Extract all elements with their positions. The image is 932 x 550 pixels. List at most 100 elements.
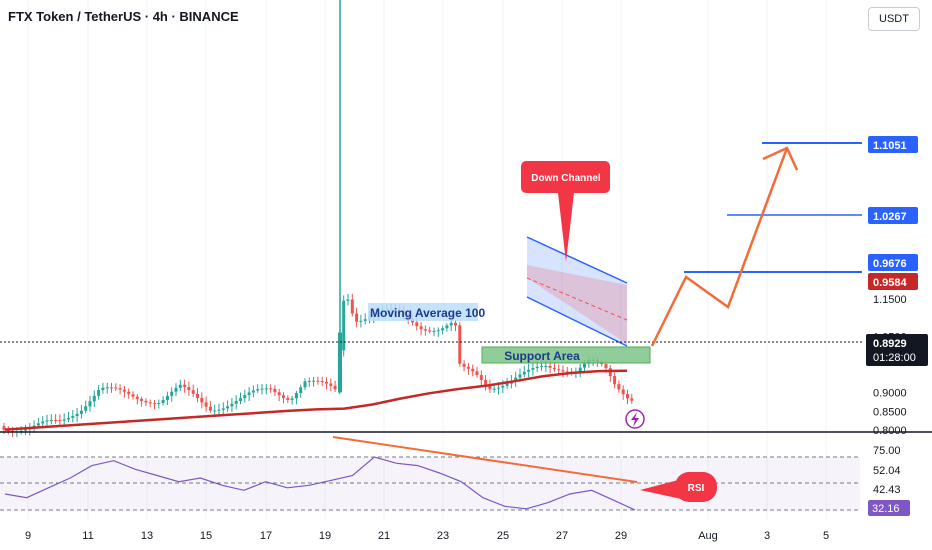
down-channel-callout: Down Channel (521, 161, 610, 262)
candle-body (548, 366, 552, 368)
candle-body (475, 371, 479, 376)
time-tick: 25 (497, 530, 509, 542)
candle-body (118, 388, 122, 390)
candle-body (79, 410, 83, 414)
time-tick: Aug (698, 530, 718, 542)
candle-body (428, 330, 432, 332)
candle-body (484, 380, 488, 385)
candle-body (273, 388, 277, 393)
candle-body (316, 380, 320, 382)
lightning-icon[interactable] (625, 409, 645, 429)
candle-body (303, 381, 307, 388)
currency-button[interactable]: USDT (868, 7, 920, 31)
candle-body (135, 396, 139, 399)
time-tick: 5 (823, 530, 829, 542)
candle-body (307, 380, 311, 382)
candle-body (170, 391, 174, 396)
candle-body (466, 366, 470, 369)
candle-body (234, 400, 238, 404)
candle-body (565, 371, 569, 373)
candle-body (140, 398, 144, 401)
candle-body (75, 413, 79, 417)
candle-body (256, 389, 260, 391)
candle-body (114, 387, 118, 389)
candle-body (540, 366, 543, 368)
moving-average-label: Moving Average 100 (370, 306, 485, 320)
candle-body (97, 390, 101, 396)
candle-body (488, 384, 492, 390)
candle-body (41, 421, 45, 424)
time-tick: 23 (437, 530, 449, 542)
candle-body (432, 330, 436, 332)
candle-body (178, 384, 182, 388)
rsi-tick: 75.00 (873, 445, 901, 457)
rsi-line (4, 456, 636, 511)
badge-current-price: 0.8929 (873, 338, 907, 350)
candle-body (338, 332, 342, 393)
candle-body (454, 322, 457, 326)
candle-body (269, 388, 273, 390)
candle-body (630, 398, 634, 401)
candle-body (251, 390, 255, 393)
candle-body (325, 381, 328, 384)
candle-body (501, 385, 505, 388)
support-area: Support Area (481, 346, 651, 364)
candle-body (527, 369, 531, 372)
candle-body (561, 370, 565, 372)
candle-body (71, 416, 75, 418)
candle-body (449, 322, 453, 326)
candle-body (621, 389, 625, 395)
target-levels (684, 142, 862, 273)
candle-body (290, 398, 294, 400)
candle-body (174, 387, 178, 392)
candle-body (2, 426, 6, 430)
candle-body (200, 397, 204, 403)
candle-body (144, 400, 148, 403)
candle-body (419, 326, 423, 330)
candle-body (24, 429, 27, 431)
candle-body (320, 380, 324, 382)
candle-body (221, 408, 225, 410)
time-tick: 15 (200, 530, 212, 542)
candle-body (333, 385, 337, 390)
candle-body (58, 420, 62, 422)
candle-body (62, 419, 66, 421)
candle-body (264, 388, 268, 390)
candle-body (213, 410, 217, 412)
candle-body (161, 399, 165, 404)
candle-body (122, 389, 126, 392)
candle-body (19, 430, 23, 432)
candle-body (497, 387, 500, 389)
badge-level-2: 1.0267 (873, 211, 907, 223)
candle-body (217, 409, 221, 411)
candle-body (45, 420, 49, 422)
candle-body (604, 364, 608, 369)
candle-body (479, 375, 483, 381)
price-badges: 1.1051 1.0267 0.9676 0.9584 0.8929 01:28… (866, 136, 928, 366)
ma-annotation: Moving Average 100 (368, 303, 485, 321)
support-area-label: Support Area (504, 349, 580, 363)
candle-body (531, 368, 535, 370)
candle-body (196, 393, 199, 398)
candle-body (617, 384, 621, 390)
price-tick: 1.1500 (873, 294, 907, 306)
candle-body (239, 398, 242, 401)
candle-body (165, 395, 169, 400)
candle-body (191, 390, 195, 394)
candle-body (247, 392, 251, 396)
time-tick: 9 (25, 530, 31, 542)
candle-body (282, 395, 285, 398)
candle-body (626, 394, 629, 399)
candle-body (208, 406, 212, 411)
candle-body (131, 394, 135, 397)
candle-body (544, 366, 548, 368)
candle-body (226, 406, 230, 409)
candle-body (49, 419, 53, 421)
candle-body (92, 395, 96, 402)
candle-body (583, 363, 586, 368)
candle-body (462, 363, 466, 367)
badge-countdown: 01:28:00 (873, 352, 916, 364)
candle-body (557, 369, 561, 371)
candle-body (187, 387, 191, 391)
